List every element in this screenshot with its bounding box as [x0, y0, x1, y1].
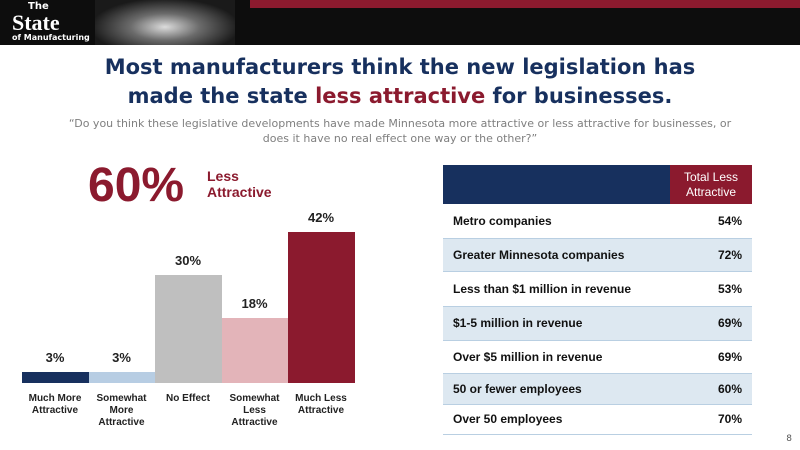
title-text: Most manufacturers think the new legisla…: [104, 55, 696, 108]
category-label: Somewhat Less Attractive: [229, 393, 280, 428]
value-label: 3%: [45, 350, 65, 366]
logo-text: State: [12, 10, 60, 35]
logo: The State of Manufacturing: [12, 2, 90, 42]
logo-text: The: [28, 1, 49, 12]
title-highlight: less attractive: [315, 84, 486, 108]
page-number: 8: [786, 434, 792, 444]
row-value: 72%: [670, 238, 752, 272]
value-label: 42%: [307, 210, 335, 225]
table-row: Less than $1 million in revenue 53%: [443, 271, 752, 307]
red-strip: [250, 0, 800, 8]
table-row: $1-5 million in revenue 69%: [443, 306, 752, 341]
row-label: 50 or fewer employees: [443, 373, 670, 405]
row-label: Less than $1 million in revenue: [443, 271, 670, 307]
category-label: No Effect: [166, 393, 210, 404]
title-text: for businesses.: [485, 84, 673, 108]
bar: [221, 318, 288, 383]
table-row: 50 or fewer employees 60%: [443, 373, 752, 405]
table-row: Metro companies 54%: [443, 204, 752, 239]
bar: [22, 372, 89, 383]
header-cell: Total Less Attractive: [670, 165, 752, 204]
category-label: Much Less Attractive: [295, 393, 347, 416]
header-cell: [443, 165, 670, 204]
bar: [288, 232, 355, 383]
title: Most manufacturers think the new legisla…: [60, 53, 740, 111]
table: Total Less Attractive Metro companies 54% G…: [443, 165, 752, 435]
bar: [155, 275, 222, 383]
table-row: Over $5 million in revenue 69%: [443, 340, 752, 374]
category-label: Somewhat More Attractive: [96, 393, 147, 428]
value-label: 18%: [241, 296, 268, 312]
row-label: Over $5 million in revenue: [443, 340, 670, 374]
category-label: Much More Attractive: [28, 393, 82, 416]
row-label: $1-5 million in revenue: [443, 306, 670, 341]
row-value: 69%: [670, 340, 752, 374]
logo-text: of Manufacturing: [12, 33, 90, 42]
row-label: Metro companies: [443, 204, 670, 239]
bar: [88, 372, 155, 383]
row-value: 53%: [670, 271, 752, 307]
chart: 3% Much More Attractive 3% Somewhat More At…: [22, 210, 355, 428]
header-photo: [95, 0, 235, 45]
row-value: 60%: [670, 373, 752, 405]
value-label: 30%: [174, 253, 202, 269]
value-label: 3%: [112, 350, 131, 366]
header-row: Total Less Attractive: [443, 165, 752, 204]
row-label: Greater Minnesota companies: [443, 238, 670, 272]
table-row: Over 50 employees 70%: [443, 404, 752, 435]
row-value: 54%: [670, 204, 752, 239]
row-value: 69%: [670, 306, 752, 341]
row-label: Over 50 employees: [443, 404, 670, 435]
callout-value: 60%: [88, 159, 185, 212]
row-value: 70%: [670, 404, 752, 435]
table-row: Greater Minnesota companies 72%: [443, 238, 752, 272]
subtitle: “Do you think these legislative developm…: [68, 117, 732, 145]
callout-label: Less Attractive: [207, 168, 272, 200]
